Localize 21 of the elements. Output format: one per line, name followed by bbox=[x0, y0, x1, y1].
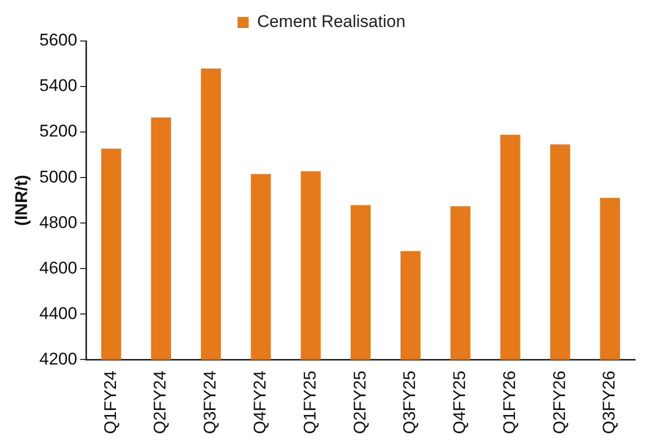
x-tick-label: Q4FY25 bbox=[450, 370, 470, 434]
x-tick-label: Q2FY25 bbox=[350, 370, 370, 434]
y-tick-label: 4400 bbox=[39, 304, 78, 323]
x-tick-label: Q3FY24 bbox=[200, 370, 220, 434]
legend-label: Cement Realisation bbox=[257, 12, 406, 32]
y-tick-label: 5600 bbox=[39, 30, 78, 50]
x-tick-label: Q2FY26 bbox=[550, 370, 569, 434]
x-tick-label: Q1FY26 bbox=[500, 370, 519, 434]
y-tick-label: 4800 bbox=[39, 212, 78, 232]
x-tick-label: Q1FY24 bbox=[100, 370, 120, 434]
y-tick-label: 4200 bbox=[39, 349, 78, 368]
y-axis-title: (INR/t) bbox=[12, 174, 31, 226]
y-tick-label: 5200 bbox=[39, 122, 78, 141]
y-tick-label: 5400 bbox=[39, 76, 78, 96]
y-tick-label: 5000 bbox=[39, 167, 78, 186]
x-tick-label: Q3FY26 bbox=[600, 370, 619, 434]
x-tick-label: Q1FY25 bbox=[300, 370, 320, 434]
x-tick-label: Q4FY24 bbox=[250, 370, 270, 434]
x-tick-label: Q3FY25 bbox=[400, 370, 420, 434]
y-tick-label: 4600 bbox=[39, 258, 78, 278]
x-tick-label: Q2FY24 bbox=[150, 370, 170, 434]
